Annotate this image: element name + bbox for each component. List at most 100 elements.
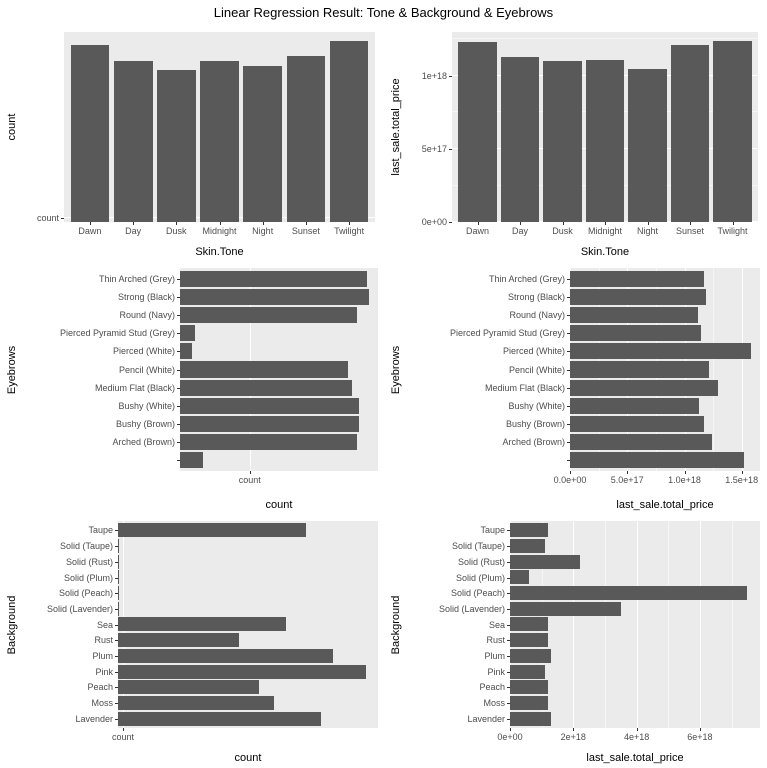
bar <box>458 42 497 222</box>
bar <box>628 68 667 222</box>
tick-mark <box>177 333 180 335</box>
category-tick-label: Pencil (White) <box>118 364 175 375</box>
value-tick-label: 2e+18 <box>560 732 586 742</box>
tick-mark <box>507 577 510 579</box>
tick-mark <box>449 75 452 77</box>
minor-gridline <box>668 521 670 728</box>
x-axis-title: count <box>234 752 262 764</box>
bar <box>570 307 699 324</box>
value-tick-label: 1e+18 <box>421 70 447 81</box>
tick-mark <box>115 702 118 704</box>
bar <box>70 44 110 222</box>
bar <box>510 601 621 616</box>
category-tick-label: Solid (Peach) <box>450 588 505 599</box>
category-tick-label: Strong (Black) <box>507 292 565 302</box>
tick-mark <box>567 387 570 389</box>
category-tick-label: Solid (Peach) <box>58 588 113 599</box>
tick-mark <box>449 222 452 223</box>
category-tick-label: Bushy (White) <box>118 400 175 411</box>
tick-mark <box>741 471 743 474</box>
category-tick-label: Moss <box>483 697 505 708</box>
category-tick-label: Peach <box>87 682 113 693</box>
tick-mark <box>177 405 180 407</box>
tick-mark <box>699 728 701 731</box>
category-tick-label: Bushy (Brown) <box>115 418 175 429</box>
tick-mark <box>507 530 510 532</box>
bar <box>570 343 751 360</box>
category-tick-label: Dusk <box>166 226 187 236</box>
tick-mark <box>176 222 178 225</box>
category-tick-label: Twilight <box>717 226 748 236</box>
category-tick-label: Twilight <box>334 226 365 236</box>
tick-mark <box>133 222 135 225</box>
bar <box>180 379 352 396</box>
tick-mark <box>177 278 180 280</box>
value-tick-label: 1.0e+18 <box>668 475 701 485</box>
tick-mark <box>115 687 118 689</box>
y-axis-title: Background <box>6 595 18 654</box>
plot-panel <box>118 521 378 728</box>
tick-mark <box>507 561 510 563</box>
chart-price-by-background: Taupe Solid (Taupe) Solid (Rust) Solid (Plu… <box>384 515 767 768</box>
category-tick-label: Pencil (White) <box>508 364 565 375</box>
minor-gridline <box>731 521 733 728</box>
tick-mark <box>115 530 118 532</box>
category-tick-label: Dawn <box>465 226 490 236</box>
tick-mark <box>115 577 118 579</box>
tick-mark <box>520 222 521 225</box>
charts-grid: Dawn Day Dusk Midnight Night Sunset Twilight co… <box>0 26 767 768</box>
tick-mark <box>567 351 570 353</box>
chart-price-by-skin-tone: Dawn Day Dusk Midnight Night Sunset Twilight 0e… <box>384 26 767 262</box>
bar <box>570 361 709 378</box>
category-tick-label: Lavender <box>467 713 505 724</box>
tick-mark <box>567 315 570 317</box>
tick-mark <box>567 278 570 280</box>
value-tick-label: 0.0e+00 <box>553 475 587 485</box>
bar <box>118 648 334 663</box>
category-tick-label: Bushy (Brown) <box>505 418 565 429</box>
bar <box>713 40 752 222</box>
value-tick-label: 5.0e+17 <box>610 475 644 485</box>
major-gridline <box>573 521 575 728</box>
category-tick-label: Sunset <box>675 226 705 236</box>
tick-mark <box>115 624 118 626</box>
bar <box>156 70 196 222</box>
category-tick-label: Taupe <box>480 525 505 536</box>
major-gridline <box>741 268 743 471</box>
x-axis-title: last_sale.total_price <box>616 499 714 511</box>
y-axis-title: Eyebrows <box>6 345 18 394</box>
bar <box>500 56 540 222</box>
bar <box>570 433 712 451</box>
category-tick-label: Medium Flat (Black) <box>484 382 565 393</box>
tick-mark <box>177 369 180 371</box>
category-tick-label: Arched (Brown) <box>112 437 175 447</box>
bar <box>510 680 548 695</box>
category-tick-label: Dawn <box>78 226 102 236</box>
bar <box>510 539 545 554</box>
bar <box>570 270 704 287</box>
tick-mark <box>507 718 510 720</box>
bar <box>180 325 196 342</box>
value-tick-label: 5e+17 <box>421 143 447 154</box>
bar <box>510 711 552 726</box>
tick-mark <box>507 655 510 657</box>
bar <box>510 554 580 569</box>
category-tick-label: Medium Flat (Black) <box>94 382 175 393</box>
category-tick-label: Taupe <box>88 525 113 536</box>
bar <box>570 325 701 342</box>
bar <box>180 433 358 451</box>
bar <box>510 617 548 632</box>
category-tick-label: Dusk <box>552 226 573 236</box>
bar <box>570 415 704 432</box>
tick-mark <box>177 423 180 425</box>
category-tick-label: Solid (Taupe) <box>451 541 505 552</box>
value-tick-label: count <box>111 732 135 742</box>
bar <box>180 288 369 306</box>
bar <box>510 664 545 679</box>
y-axis-title: last_sale.total_price <box>390 78 402 176</box>
bar <box>543 61 582 222</box>
tick-mark <box>573 728 575 731</box>
bar <box>118 711 321 726</box>
tick-mark <box>507 546 510 548</box>
x-axis-title: last_sale.total_price <box>586 752 684 764</box>
